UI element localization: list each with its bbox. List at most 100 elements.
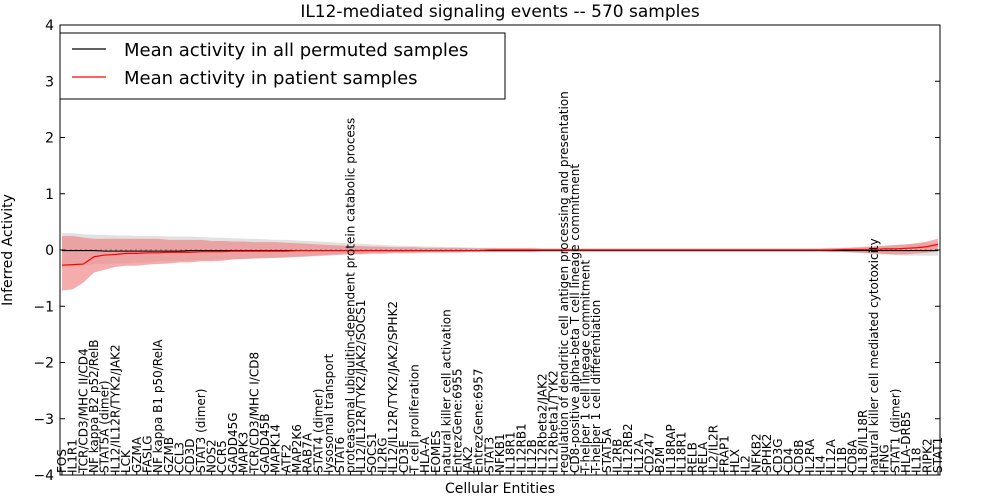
y-axis-label: Inferred Activity: [0, 194, 16, 306]
category-label: TCR/CD3/MHC II/CD4: [76, 348, 90, 474]
category-label: NFKB1: [493, 433, 507, 473]
category-label: RELB: [685, 442, 699, 473]
category-label: NFKB2: [749, 433, 763, 473]
patient-range-band: [62, 235, 938, 291]
category-label: regulation of dendritic cell antigen pro…: [557, 91, 571, 473]
category-label: natural killer cell mediated cytotoxicit…: [867, 238, 881, 473]
category-label: IFNG: [878, 444, 892, 473]
chart-title: IL12-mediated signaling events -- 570 sa…: [300, 2, 700, 22]
category-label: IL2RB: [611, 439, 625, 473]
category-label: IL2RG: [375, 438, 389, 474]
category-label: IL18/IL18R: [856, 410, 870, 473]
category-label: FASLG: [140, 435, 154, 473]
category-label: CD3E: [397, 440, 411, 473]
category-label: T-helper 1 cell differentiation: [589, 300, 603, 474]
category-label: T-helper 1 cell lineage commitment: [578, 260, 592, 474]
category-label: STAT1 (dimer): [888, 389, 902, 473]
category-label: IL2RA: [803, 438, 817, 473]
category-label: CD3G: [771, 438, 785, 473]
category-label: SOCS1: [365, 432, 379, 473]
category-label: IL12RB1: [514, 423, 528, 473]
category-label: MAPK3: [237, 432, 251, 473]
category-label: IL12B: [525, 439, 539, 473]
category-label: IL12A: [632, 439, 646, 473]
category-label: IL18R1: [675, 432, 689, 473]
category-label: IL12Rbeta1/TYK2: [546, 370, 560, 473]
category-label: GZMB: [162, 437, 176, 473]
category-label: NOS2: [205, 439, 219, 473]
category-label: IL2: [739, 455, 753, 473]
category-label: T cell proliferation: [408, 364, 422, 474]
category-label: IL12Rbeta2/JAK2: [536, 373, 550, 473]
plot-frame: [59, 24, 941, 476]
category-label: STAT3: [482, 437, 496, 473]
category-label: HLA-DRB5: [899, 411, 913, 473]
category-label: TCR/CD3/MHC I/CD8: [247, 352, 261, 474]
category-label: JAK2: [461, 446, 475, 474]
category-label: CCL3: [173, 442, 187, 473]
category-label: IL18RAP: [664, 424, 678, 473]
legend-label-permuted: Mean activity in all permuted samples: [124, 40, 468, 61]
y-tick-label: 1: [45, 187, 54, 203]
y-tick-label: 4: [45, 18, 54, 34]
category-label: proteasomal ubiquitin-dependent protein …: [343, 118, 357, 473]
category-label: B2M: [653, 447, 667, 473]
category-label: lysosomal transport: [322, 353, 336, 473]
category-label: CD4: [781, 448, 795, 473]
category-label: GADD45G: [226, 412, 240, 473]
legend: Mean activity in all permuted samples Me…: [59, 32, 506, 100]
category-label: IL18: [910, 447, 924, 473]
category-label: IL2/IL2R: [707, 425, 721, 473]
y-tick-label: 3: [45, 74, 54, 90]
category-label: CD8A: [846, 439, 860, 473]
category-label: ATF2: [279, 444, 293, 473]
category-label: RIPK2: [920, 438, 934, 473]
category-label: EntrezGene:6957: [472, 368, 486, 473]
category-label: MAPK14: [269, 424, 283, 473]
category-label: LCK: [119, 449, 133, 473]
category-label: FOS: [55, 449, 69, 473]
category-label: CD8B: [792, 439, 806, 473]
category-label: GADD45B: [258, 414, 272, 474]
y-tick-label: −4: [33, 468, 54, 484]
category-label: RELA: [696, 441, 710, 473]
category-label: natural killer cell activation: [440, 309, 454, 473]
category-label: CCR5: [215, 440, 229, 473]
category-label: NF kappa B1 p50/RelA: [151, 339, 165, 473]
y-tick-label: −3: [33, 412, 54, 428]
category-label: IL12RB2: [621, 423, 635, 473]
bands: [62, 233, 938, 291]
category-label: IL12/IL12R/TYK2/JAK2/SPHK2: [386, 301, 400, 473]
category-label: IL1B: [835, 447, 849, 473]
category-label: MAP2K6: [290, 424, 304, 473]
legend-label-patient: Mean activity in patient samples: [124, 68, 418, 89]
category-label: CD247: [643, 432, 657, 473]
y-tick-label: 2: [45, 131, 54, 147]
category-label: STAT5A (dimer): [98, 380, 112, 473]
category-label: SPHK2: [760, 434, 774, 473]
legend-box: [59, 32, 506, 100]
category-label: IL1R1: [66, 439, 80, 473]
category-label: STAT3 (dimer): [194, 389, 208, 473]
category-label: CD8-positive alpha-beta T cell lineage c…: [568, 164, 582, 473]
category-label: EntrezGene:6955: [450, 369, 464, 474]
category-label: STAT6: [333, 437, 347, 473]
y-tick-label: −1: [33, 299, 54, 315]
category-label: IL4: [813, 455, 827, 473]
category-label: IL12A: [824, 439, 838, 473]
permuted-mean-line: [62, 250, 938, 252]
series-lines: [60, 243, 940, 266]
x-axis-label: Cellular Entities: [445, 481, 555, 497]
y-tick-label: −2: [33, 356, 54, 372]
patient-mean-line: [61, 243, 939, 266]
category-label: NF kappa B2 p52/RelB: [87, 339, 101, 473]
category-label: GZMA: [130, 436, 144, 473]
category-label: IL18R1: [504, 432, 518, 473]
y-tick-label: 0: [45, 243, 54, 259]
category-label: EOMES: [429, 430, 443, 473]
category-label: RAB7A: [301, 432, 315, 473]
category-label: HLA-A: [418, 436, 432, 473]
category-label: FRAP1: [717, 435, 731, 473]
